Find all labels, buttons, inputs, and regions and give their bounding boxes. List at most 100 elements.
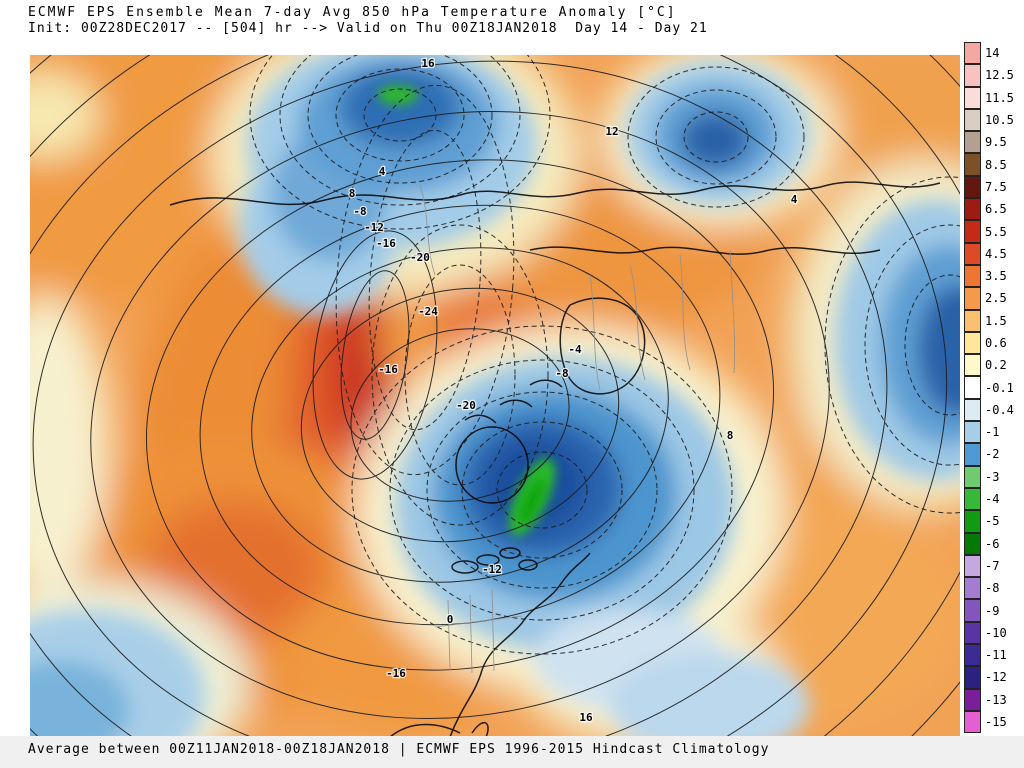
legend-swatch bbox=[964, 331, 981, 355]
legend-label: -3 bbox=[985, 469, 1000, 484]
legend-label: 5.5 bbox=[985, 224, 1007, 239]
legend-label: 14 bbox=[985, 46, 1000, 61]
legend-label: -1 bbox=[985, 425, 1000, 440]
legend-swatch bbox=[964, 599, 981, 622]
legend-entry: 2.5 bbox=[964, 287, 1014, 310]
chart-subtitle: Init: 00Z28DEC2017 -- [504] hr --> Valid… bbox=[28, 21, 708, 36]
contour-label: -16 bbox=[378, 363, 398, 376]
legend-label: 6.5 bbox=[985, 202, 1007, 217]
contour-label: -8 bbox=[555, 367, 568, 380]
legend-label: 11.5 bbox=[985, 90, 1014, 105]
legend-label: -11 bbox=[985, 648, 1007, 663]
legend-label: 8.5 bbox=[985, 157, 1007, 172]
anomaly-blob bbox=[30, 295, 110, 595]
legend-entry: -0.4 bbox=[964, 398, 1014, 422]
legend-swatch bbox=[964, 644, 981, 667]
anomaly-blob bbox=[455, 426, 529, 504]
legend-entry: 1.5 bbox=[964, 309, 1014, 332]
legend-swatch bbox=[964, 354, 981, 377]
anomaly-blob bbox=[335, 84, 515, 476]
contour-label: -24 bbox=[418, 305, 438, 318]
map-line bbox=[729, 249, 735, 374]
contour-label: 16 bbox=[579, 711, 593, 724]
anomaly-blob bbox=[518, 476, 546, 526]
anomaly-blob bbox=[904, 274, 960, 416]
map-layers: 164128-8-12-16-20-24-16-20-4-8-120-16168… bbox=[30, 55, 960, 737]
map-line bbox=[447, 599, 451, 671]
legend-entry: 9.5 bbox=[964, 131, 1014, 154]
anomaly-blob bbox=[145, 159, 775, 671]
anomaly-blob bbox=[90, 111, 830, 719]
anomaly-blob bbox=[518, 559, 538, 571]
legend-label: -10 bbox=[985, 625, 1007, 640]
legend-entry: 8.5 bbox=[964, 153, 1014, 176]
legend-swatch bbox=[964, 153, 981, 176]
legend-swatch bbox=[964, 220, 981, 243]
anomaly-blob bbox=[389, 359, 695, 621]
legend-entry: 7.5 bbox=[964, 175, 1014, 199]
anomaly-blob bbox=[30, 660, 130, 737]
height-contours-solid bbox=[30, 55, 960, 737]
legend-entry: 5.5 bbox=[964, 220, 1014, 243]
legend-swatch bbox=[964, 577, 981, 600]
legend-entry: -15 bbox=[964, 710, 1014, 734]
legend-entry: 12.5 bbox=[964, 64, 1014, 87]
anomaly-blob bbox=[451, 560, 479, 574]
legend-entry: -9 bbox=[964, 599, 1014, 622]
legend-label: 7.5 bbox=[985, 179, 1007, 194]
anomaly-blob bbox=[340, 67, 460, 147]
legend-entry: -0.1 bbox=[964, 376, 1014, 399]
anomaly-blob bbox=[312, 230, 438, 480]
legend-label: -0.1 bbox=[985, 380, 1014, 395]
map-line bbox=[434, 615, 523, 628]
legend-entry: -1 bbox=[964, 421, 1014, 444]
anomaly-blob bbox=[371, 224, 549, 526]
legend-swatch bbox=[964, 487, 981, 511]
legend-swatch bbox=[964, 175, 981, 199]
legend-entry: -7 bbox=[964, 554, 1014, 578]
contour-label: -4 bbox=[568, 343, 582, 356]
legend-swatch bbox=[964, 421, 981, 444]
contour-label: -12 bbox=[482, 563, 502, 576]
legend-label: -12 bbox=[985, 670, 1007, 685]
legend-entry: 3.5 bbox=[964, 264, 1014, 288]
map-line bbox=[419, 184, 436, 276]
legend-label: 10.5 bbox=[985, 113, 1014, 128]
legend-label: 12.5 bbox=[985, 68, 1014, 83]
contour-label: -8 bbox=[353, 205, 366, 218]
legend-entry: 0.2 bbox=[964, 354, 1014, 377]
map-line bbox=[499, 399, 533, 408]
legend-label: -0.4 bbox=[985, 402, 1014, 417]
anomaly-blob bbox=[350, 328, 570, 502]
legend-swatch bbox=[964, 42, 981, 65]
contour-label: -16 bbox=[376, 237, 396, 250]
legend-label: 3.5 bbox=[985, 269, 1007, 284]
map-container: 16 4 12 8 -8 -12 -16 -20 -24 -16 -20 -4 -8 -12 0 -16 16 8… bbox=[30, 55, 960, 737]
legend-swatch bbox=[964, 198, 981, 221]
legend-entry: 14 bbox=[964, 42, 1014, 65]
legend-label: 9.5 bbox=[985, 135, 1007, 150]
anomaly-blob bbox=[496, 451, 588, 529]
legend-label: 2.5 bbox=[985, 291, 1007, 306]
chart-header: ECMWF EPS Ensemble Mean 7-day Avg 850 hP… bbox=[28, 5, 708, 37]
anomaly-blob bbox=[335, 68, 465, 162]
anomaly-blob bbox=[30, 55, 948, 737]
anomaly-blob bbox=[476, 554, 500, 566]
legend-label: -5 bbox=[985, 514, 1000, 529]
legend-swatch bbox=[964, 86, 981, 109]
anomaly-blob bbox=[610, 653, 810, 737]
legend-label: -13 bbox=[985, 692, 1007, 707]
anomaly-blob bbox=[249, 55, 551, 230]
legend-entry: -5 bbox=[964, 510, 1014, 533]
legend-swatch bbox=[964, 309, 981, 332]
contour-label: 8 bbox=[727, 429, 734, 442]
anomaly-blob bbox=[340, 270, 410, 440]
anomaly-map: 164128-8-12-16-20-24-16-20-4-8-120-16168… bbox=[30, 55, 960, 737]
map-line bbox=[169, 181, 941, 206]
anomaly-blob bbox=[251, 247, 669, 583]
contour-label: 0 bbox=[447, 613, 454, 626]
legend-swatch bbox=[964, 710, 981, 734]
anomaly-blob bbox=[404, 264, 516, 486]
anomaly-contours-dashed bbox=[249, 55, 960, 655]
